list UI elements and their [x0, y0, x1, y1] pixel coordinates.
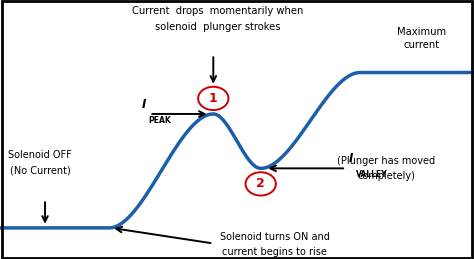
Text: completely): completely): [357, 171, 415, 181]
Ellipse shape: [246, 172, 276, 196]
Text: 2: 2: [256, 177, 265, 190]
Text: I: I: [348, 152, 353, 165]
Text: Current  drops  momentarily when: Current drops momentarily when: [132, 6, 304, 17]
Text: (Plunger has moved: (Plunger has moved: [337, 156, 436, 166]
Text: 1: 1: [209, 92, 218, 105]
Text: Solenoid turns ON and: Solenoid turns ON and: [220, 232, 330, 242]
Text: VALLEY: VALLEY: [356, 170, 388, 179]
Text: Maximum
current: Maximum current: [397, 27, 447, 51]
Text: (No Current): (No Current): [10, 166, 71, 176]
Ellipse shape: [198, 87, 228, 110]
Text: Solenoid OFF: Solenoid OFF: [9, 150, 72, 160]
Text: solenoid  plunger strokes: solenoid plunger strokes: [155, 22, 281, 32]
Text: current begins to rise: current begins to rise: [222, 247, 328, 257]
Text: PEAK: PEAK: [148, 116, 171, 125]
Text: I: I: [142, 98, 146, 111]
